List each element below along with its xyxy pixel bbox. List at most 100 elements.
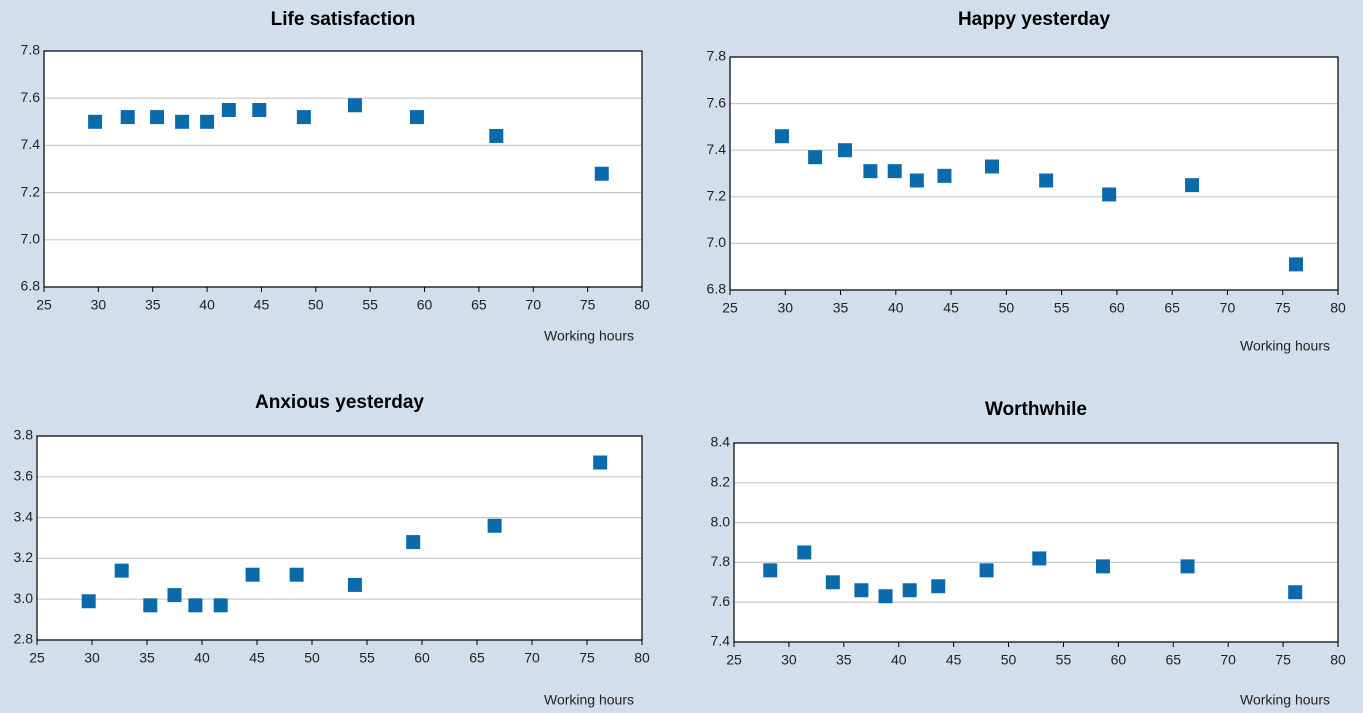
scatter-point xyxy=(150,110,165,125)
x-tick-label: 80 xyxy=(634,297,650,313)
scatter-point xyxy=(1288,257,1303,272)
scatter-point xyxy=(909,173,924,188)
scatter-point xyxy=(347,98,362,113)
x-tick-label: 30 xyxy=(777,300,793,316)
x-tick-label: 40 xyxy=(888,300,904,316)
scatter-point xyxy=(1180,559,1195,574)
y-tick-label: 8.4 xyxy=(711,434,731,450)
plot-area xyxy=(37,436,642,640)
scatter-point xyxy=(489,128,504,143)
x-tick-label: 70 xyxy=(524,650,540,666)
scatter-point xyxy=(200,114,215,129)
y-tick-label: 7.4 xyxy=(707,141,727,157)
y-tick-label: 7.6 xyxy=(711,593,731,609)
x-tick-label: 65 xyxy=(1164,300,1180,316)
plot-border xyxy=(729,56,1339,291)
y-tick-label: 7.6 xyxy=(21,89,41,105)
scatter-point xyxy=(409,110,424,125)
x-tick-label: 45 xyxy=(254,297,270,313)
plot-area xyxy=(734,443,1338,642)
x-tick-label: 50 xyxy=(304,650,320,666)
y-tick-label: 8.2 xyxy=(711,474,731,490)
x-tick-label: 65 xyxy=(471,297,487,313)
plot-area xyxy=(730,57,1338,290)
x-tick-label: 45 xyxy=(946,652,962,668)
plot-border xyxy=(733,442,1339,643)
x-tick-label: 60 xyxy=(417,297,433,313)
scatter-point xyxy=(188,598,203,613)
x-tick-label: 75 xyxy=(579,650,595,666)
scatter-point xyxy=(594,166,609,181)
x-tick-label: 30 xyxy=(781,652,797,668)
x-tick-label: 80 xyxy=(1330,652,1346,668)
x-tick-label: 60 xyxy=(1109,300,1125,316)
scatter-point xyxy=(221,103,236,117)
x-tick-label: 25 xyxy=(726,652,742,668)
x-tick-label: 65 xyxy=(469,650,485,666)
chart-title: Happy yesterday xyxy=(958,9,1111,30)
y-tick-label: 7.0 xyxy=(707,234,727,250)
x-tick-label: 75 xyxy=(580,297,596,313)
scatter-point xyxy=(245,567,260,582)
x-tick-label: 70 xyxy=(1220,652,1236,668)
scatter-point xyxy=(213,598,228,613)
scatter-point xyxy=(296,110,311,125)
x-axis-label: Working hours xyxy=(1240,692,1330,708)
scatter-point xyxy=(487,518,502,533)
scatter-point xyxy=(887,164,902,179)
scatter-point xyxy=(347,577,362,592)
x-tick-label: 35 xyxy=(836,652,852,668)
x-tick-label: 80 xyxy=(634,650,650,666)
x-tick-label: 75 xyxy=(1275,300,1291,316)
scatter-point xyxy=(81,594,96,609)
x-tick-label: 40 xyxy=(194,650,210,666)
scatter-point xyxy=(825,575,840,590)
y-tick-label: 7.4 xyxy=(711,633,731,649)
scatter-point xyxy=(984,159,999,174)
x-tick-label: 25 xyxy=(29,650,45,666)
y-tick-label: 3.2 xyxy=(14,549,34,565)
y-tick-label: 7.0 xyxy=(21,231,41,247)
x-tick-label: 30 xyxy=(84,650,100,666)
x-tick-label: 55 xyxy=(359,650,375,666)
x-tick-label: 60 xyxy=(1111,652,1127,668)
y-tick-label: 2.8 xyxy=(14,631,34,647)
scatter-point xyxy=(854,583,869,598)
scatter-point xyxy=(88,114,103,129)
scatter-point xyxy=(1288,585,1303,600)
scatter-point xyxy=(175,114,190,129)
x-tick-label: 80 xyxy=(1330,300,1346,316)
x-tick-label: 60 xyxy=(414,650,430,666)
x-tick-label: 25 xyxy=(36,297,52,313)
scatter-point xyxy=(863,164,878,179)
x-tick-label: 50 xyxy=(999,300,1015,316)
y-tick-label: 8.0 xyxy=(711,513,731,529)
y-tick-label: 3.8 xyxy=(14,427,34,443)
y-tick-label: 3.0 xyxy=(14,590,34,606)
y-tick-label: 7.8 xyxy=(707,48,727,64)
scatter-point xyxy=(1032,551,1047,566)
x-tick-label: 70 xyxy=(1220,300,1236,316)
x-tick-label: 45 xyxy=(943,300,959,316)
x-tick-label: 50 xyxy=(308,297,324,313)
scatter-point xyxy=(979,563,994,578)
x-tick-label: 40 xyxy=(891,652,907,668)
scatter-point xyxy=(1185,178,1200,193)
scatter-point xyxy=(837,143,852,158)
plot-border xyxy=(43,50,643,288)
scatter-point xyxy=(774,129,789,144)
scatter-point xyxy=(167,588,182,603)
x-tick-label: 35 xyxy=(145,297,161,313)
x-tick-label: 45 xyxy=(249,650,265,666)
chart-title: Anxious yesterday xyxy=(255,392,424,413)
scatter-point xyxy=(289,567,304,582)
x-tick-label: 70 xyxy=(525,297,541,313)
scatter-point xyxy=(143,598,158,613)
y-tick-label: 7.8 xyxy=(21,42,41,58)
x-tick-label: 30 xyxy=(91,297,107,313)
scatter-point xyxy=(406,535,421,550)
scatter-point xyxy=(1039,173,1054,188)
y-tick-label: 7.8 xyxy=(711,553,731,569)
x-axis-label: Working hours xyxy=(544,692,634,708)
x-tick-label: 40 xyxy=(199,297,215,313)
